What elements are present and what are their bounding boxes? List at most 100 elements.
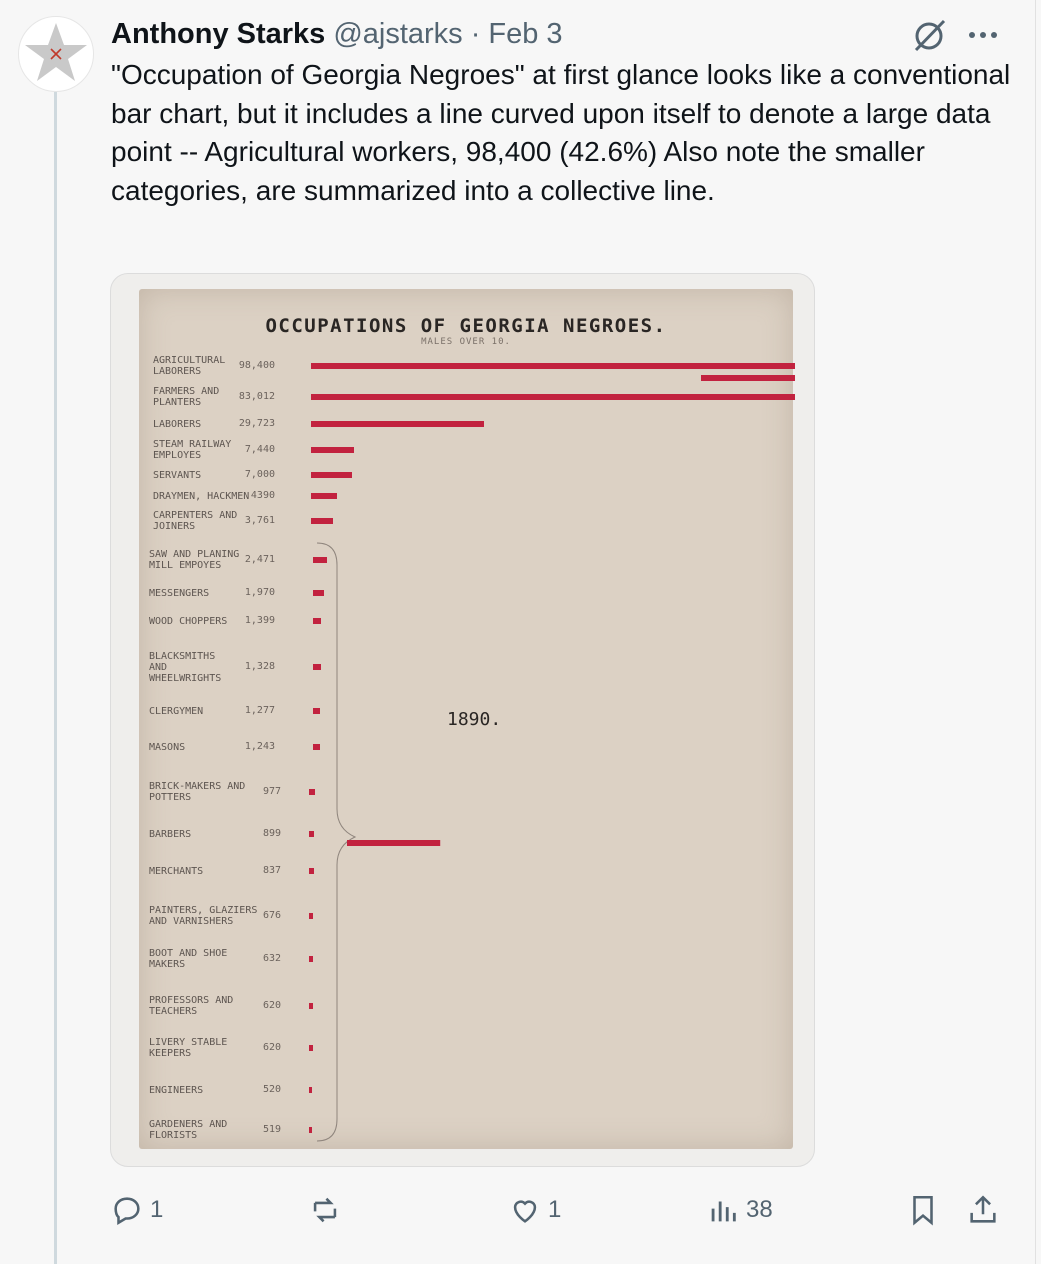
chart-row-label: CLERGYMEN xyxy=(149,705,204,717)
chart-bar xyxy=(309,868,314,874)
chart-group-brace xyxy=(316,542,357,1142)
tweet-date[interactable]: Feb 3 xyxy=(488,17,563,50)
chart-row-value: 620 xyxy=(262,1042,281,1053)
chart-subtitle: MALES OVER 10. xyxy=(421,337,511,347)
chart-bar xyxy=(309,1003,313,1009)
chart-row-label: STEAM RAILWAY EMPLOYES xyxy=(153,439,232,461)
chart-row-label: LABORERS xyxy=(153,418,202,430)
chart-row-label: SAW AND PLANING MILL EMPOYES xyxy=(149,549,240,571)
bookmark-button[interactable] xyxy=(906,1188,940,1232)
chart-bar xyxy=(311,447,355,453)
author-name[interactable]: Anthony Starks xyxy=(111,17,326,50)
chart-bar xyxy=(309,1045,313,1051)
chart-bar xyxy=(309,831,315,837)
chart-bar xyxy=(313,708,321,714)
like-icon xyxy=(513,1200,537,1223)
tweet-media[interactable]: OCCUPATIONS OF GEORGIA NEGROES. MALES OV… xyxy=(110,273,815,1167)
share-button[interactable] xyxy=(966,1188,1000,1232)
chart-row-value: 632 xyxy=(262,953,281,964)
like-button[interactable]: 1 xyxy=(508,1188,561,1232)
header-separator: · xyxy=(470,17,481,50)
chart-year-annotation: 1890. xyxy=(447,709,502,730)
chart-row-value: 4390 xyxy=(250,490,275,501)
chart-row-value: 7,000 xyxy=(244,469,275,480)
chart-row-label: ENGINEERS xyxy=(149,1084,204,1096)
chart-row-value: 837 xyxy=(262,865,281,876)
chart-bar xyxy=(309,1127,313,1133)
chart-bar xyxy=(313,664,321,670)
tweet-text: "Occupation of Georgia Negroes" at first… xyxy=(111,59,1019,206)
thread-line xyxy=(54,92,57,1264)
chart-row-label: BOOT AND SHOE MAKERS xyxy=(149,948,228,970)
star-avatar-icon xyxy=(25,23,87,81)
more-icon[interactable] xyxy=(964,19,1004,51)
chart-title: OCCUPATIONS OF GEORGIA NEGROES. xyxy=(265,315,667,337)
reply-icon xyxy=(114,1197,140,1226)
chart-bar xyxy=(309,1087,313,1093)
chart-poster: OCCUPATIONS OF GEORGIA NEGROES. MALES OV… xyxy=(139,289,795,1149)
chart-row-label: MASONS xyxy=(149,741,186,753)
avatar[interactable] xyxy=(18,16,94,92)
chart-row-value: 7,440 xyxy=(244,444,275,455)
share-icon xyxy=(970,1195,996,1223)
chart-row-label: BRICK-MAKERS AND POTTERS xyxy=(149,781,246,803)
like-count: 1 xyxy=(548,1196,562,1223)
chart-row-label: SERVANTS xyxy=(153,469,202,481)
chart-row-value: 3,761 xyxy=(244,515,275,526)
chart-row-value: 977 xyxy=(262,786,281,797)
chart-row-label: FARMERS AND PLANTERS xyxy=(153,386,220,408)
chart-bar xyxy=(313,590,325,596)
view-count: 38 xyxy=(746,1196,773,1223)
chart-row-value: 1,243 xyxy=(244,741,275,752)
chart-overlay xyxy=(316,542,441,1142)
chart-bar xyxy=(313,557,328,563)
chart-row-value: 98,400 xyxy=(238,360,275,371)
chart-row-label: MESSENGERS xyxy=(149,587,210,599)
chart-bar xyxy=(313,618,322,624)
chart-row-label: CARPENTERS AND JOINERS xyxy=(153,510,238,532)
chart-bar-wrapped-segment xyxy=(701,375,795,381)
repost-icon xyxy=(313,1197,337,1223)
chart-bar xyxy=(311,472,352,478)
chart-row-value: 899 xyxy=(262,828,281,839)
chart-bar xyxy=(311,518,333,524)
reply-count: 1 xyxy=(150,1196,164,1223)
chart-bar xyxy=(311,363,795,369)
chart-bar xyxy=(311,493,337,499)
chart-row-label: LIVERY STABLE KEEPERS xyxy=(149,1037,228,1059)
chart-row-value: 1,328 xyxy=(244,661,275,672)
chart-row-value: 29,723 xyxy=(238,418,275,429)
chart-row-label: WOOD CHOPPERS xyxy=(149,615,228,627)
author-handle[interactable]: @ajstarks xyxy=(333,17,463,50)
chart-collective-bar xyxy=(347,840,441,846)
chart-bar xyxy=(309,913,313,919)
chart-row-label: BARBERS xyxy=(149,828,192,840)
views-icon xyxy=(711,1201,736,1222)
chart-bar xyxy=(309,956,313,962)
views-button[interactable]: 38 xyxy=(706,1188,773,1232)
repost-button[interactable] xyxy=(308,1188,342,1232)
reply-button[interactable]: 1 xyxy=(110,1188,163,1232)
chart-bar xyxy=(313,744,321,750)
chart-row-value: 519 xyxy=(262,1124,281,1135)
chart-row-label: MERCHANTS xyxy=(149,865,204,877)
chart-row-value: 2,471 xyxy=(244,554,275,565)
chart-row-value: 620 xyxy=(262,1000,281,1011)
chart-row-value: 1,277 xyxy=(244,705,275,716)
chart-row-label: GARDENERS AND FLORISTS xyxy=(149,1119,228,1141)
chart-bar xyxy=(311,421,485,427)
chart-row-value: 1,970 xyxy=(244,587,275,598)
chart-row-label: PROFESSORS AND TEACHERS xyxy=(149,995,234,1017)
chart-bar xyxy=(309,789,315,795)
chart-row-value: 676 xyxy=(262,910,281,921)
chart-row-label: AGRICULTURAL LABORERS xyxy=(153,355,226,377)
chart-row-value: 520 xyxy=(262,1084,281,1095)
chart-row-label: DRAYMEN, HACKMEN xyxy=(153,490,250,502)
tweet-header: Anthony Starks @ajstarks · Feb 3 xyxy=(111,16,563,52)
grok-icon[interactable] xyxy=(910,17,950,53)
action-bar: 1 1 38 xyxy=(110,1188,1010,1232)
chart-row-value: 1,399 xyxy=(244,615,275,626)
chart-row-label: BLACKSMITHS AND WHEELWRIGHTS xyxy=(149,650,222,684)
bookmark-icon xyxy=(913,1195,933,1226)
